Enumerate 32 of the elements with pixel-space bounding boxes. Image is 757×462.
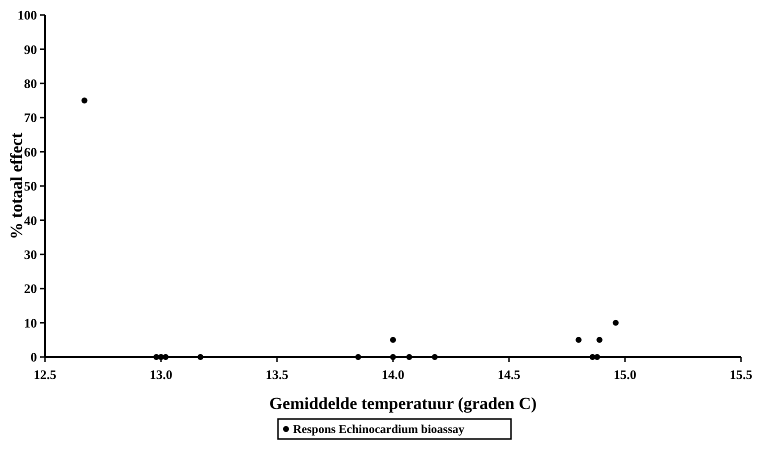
x-tick-label: 15.5 <box>730 367 753 382</box>
point <box>390 354 396 360</box>
y-tick-label: 30 <box>24 246 37 262</box>
y-tick-label: 80 <box>24 76 37 91</box>
y-tick-label: 50 <box>24 178 37 194</box>
y-tick-label: 40 <box>24 212 37 228</box>
y-tick-label: 90 <box>24 42 37 57</box>
y-tick-label: 20 <box>24 281 37 296</box>
y-tick-label: 0 <box>30 350 37 365</box>
x-tick-label: 13.0 <box>150 367 172 382</box>
x-tick-label: 14.5 <box>498 367 521 382</box>
x-tick-label: 13.5 <box>266 367 289 382</box>
x-axis-title: Gemiddelde temperatuur (graden C) <box>269 394 537 413</box>
point <box>612 320 619 326</box>
point <box>197 354 204 360</box>
y-tick-label: 100 <box>18 8 37 23</box>
point <box>162 354 169 360</box>
point <box>355 354 362 360</box>
point <box>596 336 602 343</box>
x-tick-label: 15.0 <box>614 367 636 382</box>
point <box>432 354 438 360</box>
y-tick-label: 70 <box>24 110 37 126</box>
x-tick-label: 12.5 <box>34 367 57 382</box>
point <box>81 98 88 104</box>
x-tick-label: 14.0 <box>382 367 404 382</box>
legend-label: Respons Echinocardium bioassay <box>293 422 464 436</box>
y-tick-label: 10 <box>24 315 37 330</box>
point <box>594 354 600 360</box>
point <box>576 336 582 343</box>
point <box>390 336 396 343</box>
y-tick-label: 60 <box>24 144 37 160</box>
point <box>406 354 412 360</box>
